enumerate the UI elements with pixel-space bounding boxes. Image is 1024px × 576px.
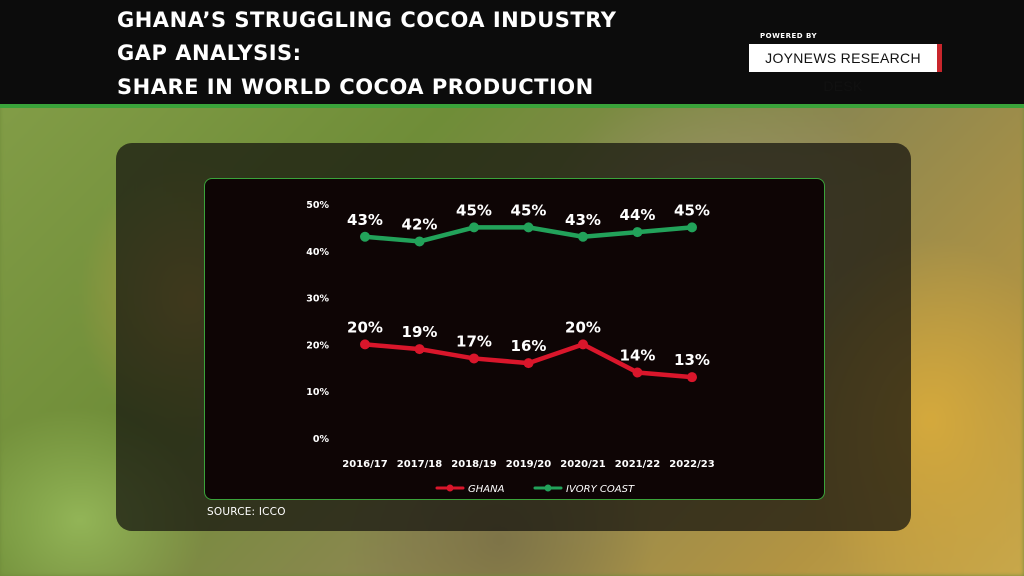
x-tick-label: 2022/23 [669, 459, 714, 470]
x-tick-label: 2016/17 [342, 459, 387, 470]
y-tick-label: 20% [306, 340, 329, 351]
data-label-ghana: 19% [402, 323, 438, 341]
legend-label-ivory-coast: IVORY COAST [566, 484, 635, 495]
data-label-ivory-coast: 45% [511, 201, 547, 219]
data-label-ivory-coast: 45% [674, 201, 710, 219]
data-point-ivory-coast [360, 231, 370, 242]
data-point-ghana [687, 372, 697, 383]
source-note: SOURCE: ICCO [207, 506, 286, 518]
data-point-ghana [523, 358, 534, 369]
data-label-ivory-coast: 45% [456, 201, 492, 219]
data-label-ghana: 20% [565, 318, 601, 336]
title-line-2: GAP ANALYSIS: [117, 41, 302, 65]
title-line-1: GHANA’S STRUGGLING COCOA INDUSTRY [117, 8, 617, 32]
y-tick-label: 30% [306, 294, 329, 305]
y-tick-label: 0% [313, 434, 330, 445]
x-tick-label: 2018/19 [451, 459, 496, 470]
data-point-ivory-coast [578, 231, 588, 242]
y-tick-label: 40% [306, 247, 329, 258]
powered-by-label: POWERED BY [760, 32, 818, 40]
data-label-ivory-coast: 42% [402, 215, 438, 233]
x-tick-label: 2021/22 [615, 459, 660, 470]
brand-badge: JOYNEWS RESEARCH DESK [749, 44, 942, 94]
data-point-ivory-coast [523, 222, 534, 233]
line-chart: 0% 10% 20% 30% 40% 50% 2016/17 2017/18 2018/19 20… [306, 200, 714, 495]
chart-container: 0% 10% 20% 30% 40% 50% 2016/17 2017/18 2018/19 20… [204, 178, 825, 500]
data-point-ivory-coast [632, 227, 643, 238]
legend-marker-ghana [446, 484, 454, 492]
data-point-ivory-coast [687, 222, 697, 233]
title-line-3: SHARE IN WORLD COCOA PRODUCTION [117, 75, 594, 99]
x-tick-label: 2017/18 [397, 459, 442, 470]
data-point-ghana [578, 339, 588, 350]
data-point-ivory-coast [469, 222, 479, 233]
data-label-ivory-coast: 43% [347, 211, 383, 229]
data-point-ghana [632, 367, 643, 378]
legend-marker-ivory-coast [544, 484, 552, 492]
data-point-ghana [360, 339, 370, 350]
data-label-ghana: 14% [620, 346, 656, 364]
data-point-ghana [414, 344, 425, 355]
data-label-ghana: 16% [511, 337, 547, 355]
y-tick-label: 10% [306, 387, 329, 398]
header-bar: GHANA’S STRUGGLING COCOA INDUSTRY GAP AN… [0, 0, 1024, 108]
data-label-ghana: 20% [347, 318, 383, 336]
data-point-ivory-coast [414, 236, 425, 247]
x-tick-label: 2020/21 [560, 459, 605, 470]
y-tick-label: 50% [306, 200, 329, 211]
data-label-ivory-coast: 43% [565, 211, 601, 229]
x-tick-label: 2019/20 [506, 459, 551, 470]
data-label-ivory-coast: 44% [620, 206, 656, 224]
data-point-ghana [469, 353, 479, 364]
data-label-ghana: 17% [456, 332, 492, 350]
legend-label-ghana: GHANA [468, 484, 505, 495]
data-label-ghana: 13% [674, 351, 710, 369]
